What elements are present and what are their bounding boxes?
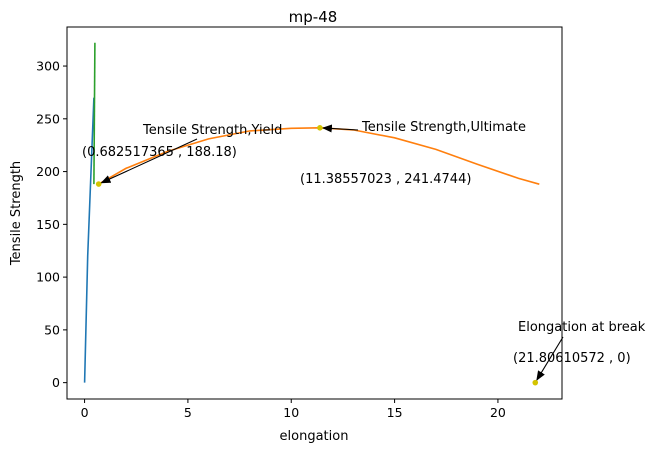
x-axis-ticks: 0 5 10 15 20 (81, 399, 506, 420)
elastic-series-line (83, 97, 95, 383)
y-tick-label: 0 (52, 375, 60, 390)
highlight-point (532, 379, 539, 386)
x-tick-label: 5 (184, 405, 192, 420)
y-tick-label: 100 (36, 270, 60, 285)
ultimate-annotation-coords: (11.38557023 , 241.4744) (300, 172, 471, 187)
y-tick-label: 150 (36, 217, 60, 232)
ultimate-annotation-label: Tensile Strength,Ultimate (361, 120, 526, 135)
annotation-arrow (321, 124, 359, 133)
plot-frame (66, 26, 563, 400)
chart-title: mp-48 (289, 8, 338, 26)
y-axis-ticks: 0 50 100 150 200 250 300 (36, 59, 67, 390)
x-tick-label: 10 (283, 405, 299, 420)
x-tick-label: 15 (387, 405, 403, 420)
highlight-point (95, 181, 102, 187)
points-layer (95, 125, 539, 386)
x-tick-label: 0 (81, 405, 89, 420)
y-tick-label: 200 (36, 164, 60, 179)
yield-annotation-label: Tensile Strength,Yield (142, 123, 282, 138)
y-tick-label: 50 (44, 322, 60, 337)
highlight-point (317, 125, 323, 131)
yield-annotation-coords: (0.682517365 , 188.18) (82, 145, 237, 160)
annotation-arrow (536, 336, 564, 381)
annotation-arrows (100, 124, 564, 381)
annotation-arrow (100, 138, 198, 184)
y-tick-label: 300 (36, 59, 60, 74)
offset-series-line (93, 42, 96, 185)
x-axis-label: elongation (280, 429, 349, 444)
series-layer (83, 42, 540, 383)
break-annotation-coords: (21.80610572 , 0) (513, 351, 631, 366)
y-axis-label: Tensile Strength (9, 161, 24, 266)
x-tick-label: 20 (490, 405, 506, 420)
y-tick-label: 250 (36, 111, 60, 126)
break-annotation-label: Elongation at break (518, 320, 646, 335)
